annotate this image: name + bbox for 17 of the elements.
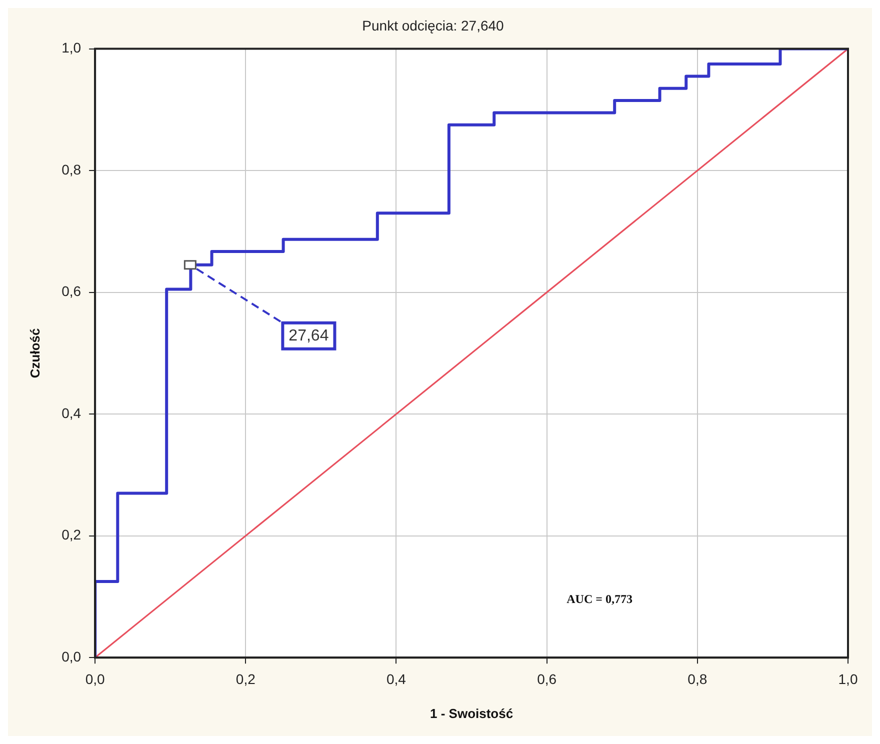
- y-tick-label: 0,0: [62, 648, 82, 664]
- y-tick-label: 1,0: [62, 40, 82, 56]
- y-tick-label: 0,8: [62, 161, 82, 178]
- x-tick-label: 0,4: [386, 670, 406, 687]
- y-tick-label: 0,4: [62, 404, 82, 421]
- x-tick-label: 0,2: [236, 670, 256, 687]
- x-tick-label: 0,8: [688, 670, 708, 687]
- chart-title: Punkt odcięcia: 27,640: [362, 17, 504, 34]
- x-tick-label: 1,0: [838, 670, 858, 687]
- annotation: AUC = 0,773: [566, 592, 632, 606]
- y-axis-title: Czułość: [27, 328, 42, 378]
- x-tick-label: 0,0: [85, 670, 106, 687]
- annotation: 27,64: [288, 327, 329, 344]
- y-tick-label: 0,2: [62, 526, 82, 543]
- y-tick-label: 0,6: [62, 283, 82, 300]
- x-tick-label: 0,6: [537, 670, 557, 687]
- x-axis-title: 1 - Swoistość: [430, 706, 514, 721]
